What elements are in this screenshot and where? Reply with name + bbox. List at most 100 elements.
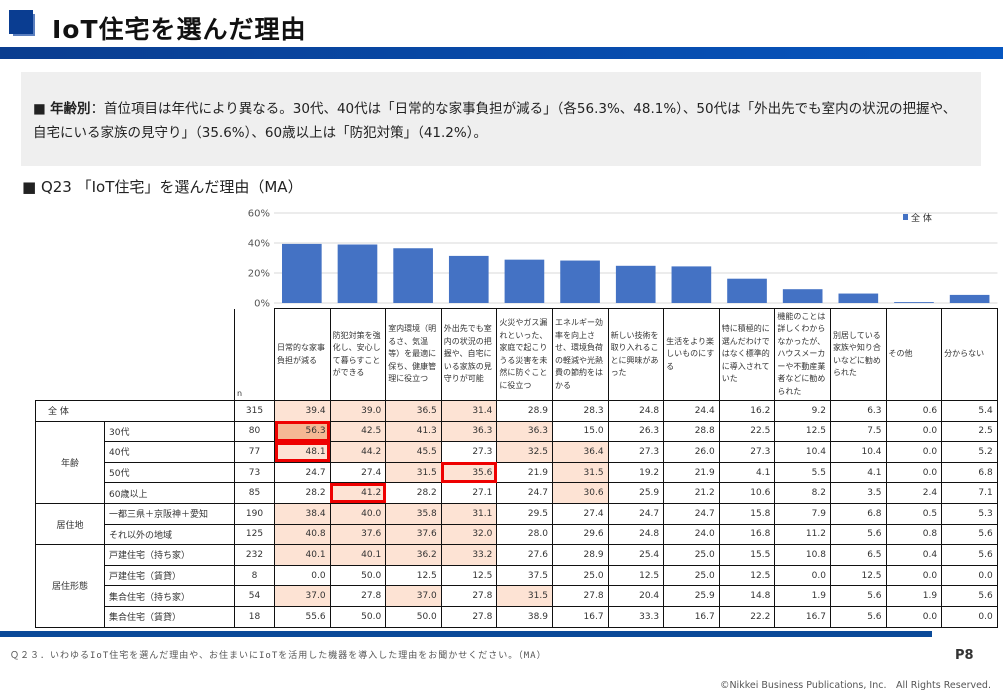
table-cell: 27.3 (607, 441, 665, 463)
row-label: 30代 (104, 420, 235, 443)
table-cell: 22.5 (718, 420, 776, 443)
table-cell: 0.0 (885, 420, 943, 443)
table-cell: 27.4 (329, 461, 387, 484)
table-cell: 27.8 (551, 585, 609, 607)
table-cell: 6.3 (829, 400, 887, 422)
summary-box: ■ 年齢別：首位項目は年代により異なる。30代、40代は「日常的な家事負担が減る… (21, 72, 981, 166)
table-cell: 27.8 (440, 605, 498, 628)
table-cell: 1.9 (885, 585, 943, 607)
table-cell: 10.8 (774, 544, 831, 566)
table-cell: 40.0 (329, 502, 387, 525)
table-cell: 6.8 (829, 502, 887, 525)
y-tick-label: 60% (248, 209, 270, 220)
table-cell: 35.8 (385, 502, 442, 525)
table-cell: 5.6 (941, 544, 998, 566)
table-cell: 36.4 (551, 441, 609, 463)
table-cell: 27.8 (329, 585, 387, 607)
table-cell: 41.2 (329, 482, 387, 504)
table-row: 50代 73 24.7 27.4 31.5 35.6 21.9 31.5 19.2 21.9 4.1… (36, 461, 998, 484)
sample-size: 85 (234, 482, 275, 504)
row-label: それ以外の地域 (104, 523, 235, 546)
table-cell: 56.3 (274, 420, 331, 443)
table-cell: 29.6 (551, 523, 609, 546)
table-row: 戸建住宅（賃貸） 8 0.0 50.0 12.5 12.5 37.5 25.0 12.5 25.0… (36, 564, 998, 587)
page-title: IoT住宅を選んだ理由 (52, 15, 307, 44)
group-label: 居住形態 (35, 544, 105, 628)
table-cell: 50.0 (385, 605, 442, 628)
table-cell: 25.0 (663, 564, 720, 587)
table-cell: 24.7 (607, 502, 665, 525)
summary-label: 年齢別 (50, 101, 91, 117)
sample-size: 315 (234, 400, 275, 422)
table-cell: 7.5 (829, 420, 887, 443)
bar (560, 260, 600, 303)
table-cell: 37.0 (385, 585, 442, 607)
table-cell: 12.5 (607, 564, 665, 587)
table-cell: 39.0 (329, 400, 387, 422)
column-header: 外出先でも室内の状況の把握や、自宅にいる家族の見守りが可能 (440, 308, 498, 401)
table-cell: 24.7 (663, 502, 720, 525)
row-label: 戸建住宅（持ち家） (104, 544, 235, 566)
column-header: 防犯対策を強化し、安心して暮らすことができる (329, 308, 387, 401)
data-table: n 日常的な家事負担が減る 防犯対策を強化し、安心して暮らすことができる 室内環境（明… (35, 308, 998, 628)
table-cell: 7.9 (774, 502, 831, 525)
table-cell: 38.9 (496, 605, 553, 628)
table-cell: 36.3 (496, 420, 553, 443)
table-cell: 21.9 (496, 461, 553, 484)
table-cell: 25.0 (663, 544, 720, 566)
table-cell: 9.2 (774, 400, 831, 422)
table-cell: 5.6 (829, 523, 887, 546)
bar (448, 255, 489, 303)
table-cell: 2.5 (941, 420, 998, 443)
table-cell: 19.2 (607, 461, 665, 484)
table-cell: 32.5 (496, 441, 553, 463)
table-cell: 28.2 (274, 482, 331, 504)
table-cell: 31.1 (440, 502, 498, 525)
table-cell: 55.6 (274, 605, 331, 628)
table-cell: 21.2 (663, 482, 720, 504)
table-row: 全 体 315 39.4 39.0 36.5 31.4 28.9 28.3 24.8 24.4 16… (35, 400, 998, 422)
table-cell: 29.5 (496, 502, 553, 525)
sample-size: 8 (234, 564, 275, 587)
bar (282, 243, 322, 303)
row-label: 40代 (104, 441, 235, 463)
table-cell: 2.4 (885, 482, 943, 504)
table-cell: 5.2 (941, 441, 998, 463)
y-tick-label: 0% (254, 299, 270, 309)
table-cell: 0.6 (885, 400, 943, 422)
page-number: P8 (955, 648, 974, 663)
column-header: その他 (885, 308, 943, 401)
table-cell: 16.2 (718, 400, 776, 422)
table-cell: 28.2 (385, 482, 442, 504)
column-header: エネルギー効率を向上させ、環境負荷の軽減や光熱費の節約をはかる (551, 308, 609, 401)
table-cell: 24.8 (607, 400, 665, 422)
table-row: 集合住宅（賃貸） 18 55.6 50.0 50.0 27.8 38.9 16.7 33.3 16… (36, 605, 998, 628)
table-cell: 4.1 (718, 461, 776, 484)
table-cell: 15.5 (718, 544, 776, 566)
column-header: 別居している家族や知り合いなどに勧められた (829, 308, 887, 401)
table-cell: 24.8 (607, 523, 665, 546)
table-cell: 28.9 (496, 400, 553, 422)
bar (949, 294, 990, 303)
table-cell: 28.0 (496, 523, 553, 546)
table-cell: 12.5 (774, 420, 831, 443)
sample-size: 77 (234, 441, 275, 463)
table-cell: 40.8 (274, 523, 331, 546)
summary-bullet: ■ (33, 101, 46, 117)
table-cell: 25.0 (551, 564, 609, 587)
table-cell: 28.8 (663, 420, 720, 443)
table-cell: 1.9 (774, 585, 831, 607)
table-cell: 36.3 (440, 420, 498, 443)
row-label: 集合住宅（持ち家） (104, 585, 235, 607)
table-cell: 8.2 (774, 482, 831, 504)
table-cell: 5.6 (829, 605, 887, 628)
table-cell: 0.5 (885, 502, 943, 525)
table-cell: 24.7 (496, 482, 553, 504)
table-cell: 12.5 (440, 564, 498, 587)
bar-chart: 0% 20% 40% 60% 全 体 (248, 209, 998, 309)
group-label: 年齢 (35, 420, 105, 504)
table-cell: 45.5 (385, 441, 442, 463)
footer-bar (0, 631, 932, 637)
legend-label: 全 体 (911, 212, 932, 224)
table-cell: 25.9 (663, 585, 720, 607)
